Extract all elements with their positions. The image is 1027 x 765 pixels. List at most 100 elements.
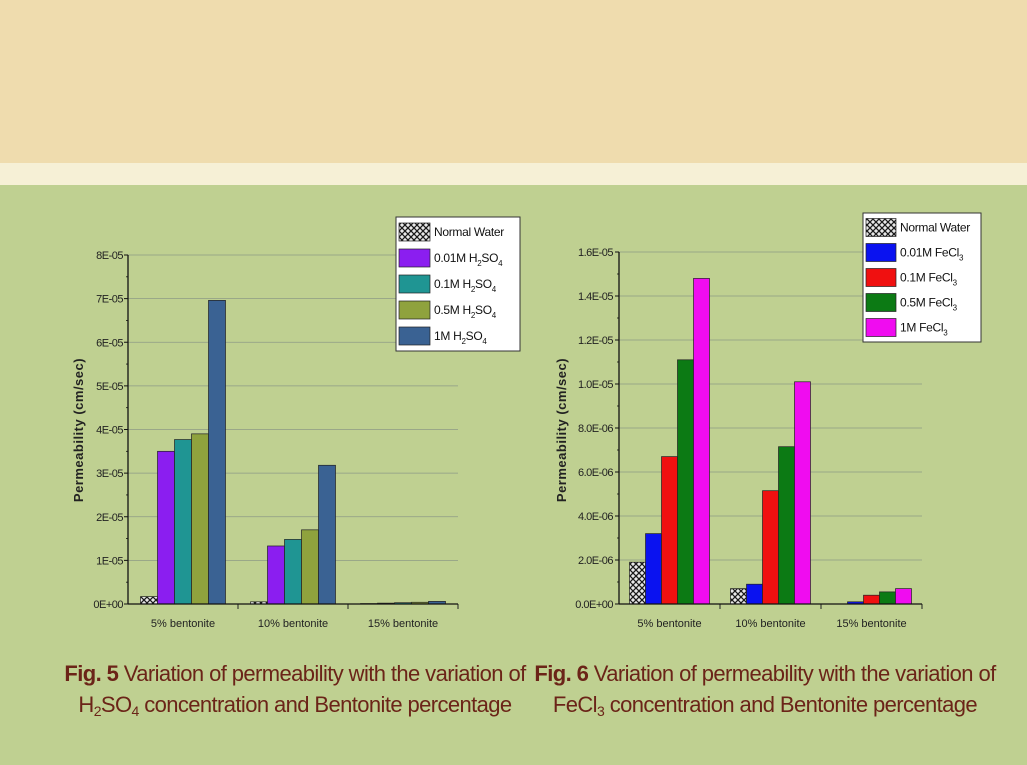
legend-label-sub: 4 <box>492 285 497 294</box>
y-tick-label: 6E-05 <box>96 337 123 349</box>
legend-swatch <box>398 222 431 242</box>
legend-label-base: 0.5M FeCl <box>900 296 953 310</box>
legend-label-tail: SO <box>466 329 483 343</box>
legend-label-base: 0.1M FeCl <box>900 271 953 285</box>
figure-5-caption-sub-b: 4 <box>131 703 139 719</box>
legend-label-tail: SO <box>475 277 492 291</box>
legend-label-sub: 2 <box>471 311 476 320</box>
figure-5-caption-line2: concentration and Bentonite percentage <box>144 692 512 717</box>
legend-label-base: 0.1M H <box>434 277 471 291</box>
legend-label: 0.01M H2SO4 <box>434 251 503 268</box>
legend-label: 0.01M FeCl3 <box>900 246 964 263</box>
y-tick-label: 6.0E-06 <box>578 467 613 479</box>
legend-label-base: 0.5M H <box>434 303 471 317</box>
y-tick-label: 2.0E-06 <box>578 555 613 567</box>
legend-label: 0.5M H2SO4 <box>434 303 497 320</box>
y-tick-label: 0.0E+00 <box>575 599 613 611</box>
legend-label-base: 0.01M H <box>434 251 477 265</box>
legend-label-sub: 2 <box>471 285 476 294</box>
legend-label-sub: 2 <box>461 337 466 346</box>
legend-label: 0.1M FeCl3 <box>900 271 958 288</box>
figure-6-label: Fig. 6 <box>534 661 589 686</box>
y-tick-label: 1.6E-05 <box>578 247 613 259</box>
y-tick-label: 5E-05 <box>96 381 123 393</box>
figure-5-caption-line1: Variation of permeability with the varia… <box>123 661 526 686</box>
legend-label: 0.1M H2SO4 <box>434 277 497 294</box>
y-tick-label: 1.4E-05 <box>578 291 613 303</box>
legend-label-base: Normal Water <box>434 225 504 239</box>
legend-label-base: Normal Water <box>900 221 970 235</box>
bar <box>661 456 678 605</box>
y-tick-label: 4E-05 <box>96 425 123 437</box>
bar <box>794 381 811 605</box>
legend-label: Normal Water <box>900 221 970 235</box>
bar <box>693 278 710 605</box>
legend-label-sub: 4 <box>482 337 487 346</box>
y-axis-label: Permeability (cm/sec) <box>554 358 569 502</box>
x-tick-label: 5% bentonite <box>637 618 701 630</box>
legend-label-tail: SO <box>475 303 492 317</box>
figure-6-chart: 5% bentonite 10% bentonite 15% bentonite 0.… <box>554 212 982 630</box>
bar <box>645 533 662 605</box>
header-band <box>0 0 1027 163</box>
legend-label-sub: 4 <box>498 259 503 268</box>
bar <box>863 594 880 605</box>
legend-label: Normal Water <box>434 225 504 239</box>
x-tick-label: 10% bentonite <box>258 618 328 630</box>
bar <box>895 588 912 605</box>
y-tick-label: 1E-05 <box>96 555 123 567</box>
bar <box>778 446 795 605</box>
legend-swatch <box>398 248 431 268</box>
bar <box>762 490 779 605</box>
y-tick-label: 1.0E-05 <box>578 379 613 391</box>
bar <box>879 591 896 605</box>
x-tick-label: 10% bentonite <box>735 618 805 630</box>
bar <box>629 561 646 605</box>
legend-label: 1M H2SO4 <box>434 329 487 346</box>
figure-6-caption-line1: Variation of permeability with the varia… <box>593 661 996 686</box>
legend-swatch <box>865 318 897 337</box>
figure-5-caption-chem-b: SO <box>100 692 132 717</box>
legend-swatch <box>398 300 431 320</box>
figure-5-caption-chem-a: H <box>78 692 94 717</box>
legend-swatch <box>865 268 897 287</box>
figure-5-caption: Fig. 5 Variation of permeability with th… <box>60 658 530 720</box>
bar <box>730 588 747 605</box>
legend-label-base: 0.01M FeCl <box>900 246 959 260</box>
figure-6-caption-line2: concentration and Bentonite percentage <box>609 692 978 717</box>
legend-swatch <box>865 243 897 262</box>
paper-strip <box>0 163 1027 185</box>
legend-swatch <box>398 274 431 294</box>
legend-label-sub: 3 <box>959 254 964 263</box>
figure-6-caption-sub: 3 <box>596 703 605 719</box>
legend-label-sub: 4 <box>492 311 497 320</box>
legend-label-sub: 2 <box>477 259 482 268</box>
x-tick-label: 5% bentonite <box>151 618 215 630</box>
figure-5-chart: 5% bentonite 10% bentonite 15% bentonite 0E… <box>71 216 521 630</box>
legend-label: 0.5M FeCl3 <box>900 296 958 313</box>
y-tick-label: 4.0E-06 <box>578 511 613 523</box>
figure-5-caption-sub-a: 2 <box>93 703 102 719</box>
y-tick-label: 8.0E-06 <box>578 423 613 435</box>
y-tick-label: 8E-05 <box>96 250 123 262</box>
legend-swatch <box>865 293 897 312</box>
y-tick-label: 7E-05 <box>96 294 123 306</box>
legend-swatch <box>865 218 897 237</box>
y-axis-label: Permeability (cm/sec) <box>71 358 86 502</box>
legend-label-sub: 3 <box>953 279 958 288</box>
legend-label: 1M FeCl3 <box>900 321 948 338</box>
x-tick-label: 15% bentonite <box>836 618 906 630</box>
figure-5-label: Fig. 5 <box>64 661 119 686</box>
y-tick-label: 3E-05 <box>96 468 123 480</box>
bar <box>746 583 763 605</box>
figure-6-caption: Fig. 6 Variation of permeability with th… <box>530 658 1000 720</box>
legend-label-sub: 3 <box>953 304 958 313</box>
y-tick-label: 1.2E-05 <box>578 335 613 347</box>
figure-6-caption-chem: FeCl <box>552 692 598 717</box>
legend-label-base: 1M FeCl <box>900 321 943 335</box>
legend-label-sub: 3 <box>943 329 948 338</box>
legend-swatch <box>398 326 431 346</box>
y-tick-label: 0E+00 <box>93 599 123 611</box>
bar <box>677 359 694 605</box>
y-tick-label: 2E-05 <box>96 512 123 524</box>
